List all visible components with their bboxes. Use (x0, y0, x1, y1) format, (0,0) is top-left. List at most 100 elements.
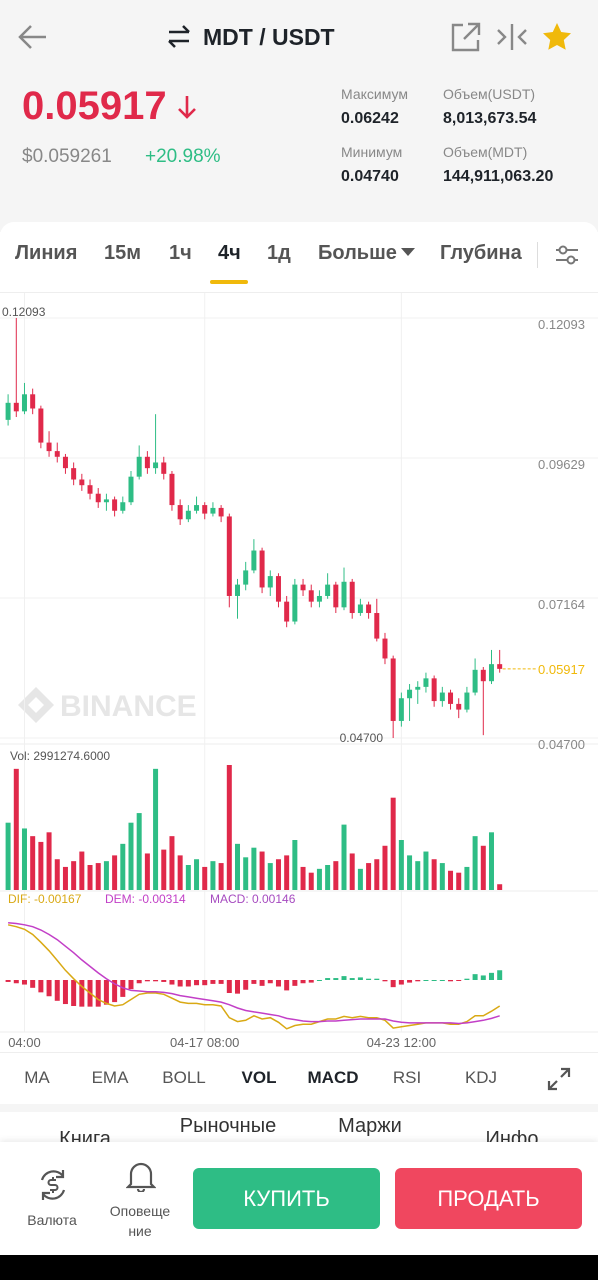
system-bar (0, 1255, 598, 1280)
bell-icon[interactable] (126, 1160, 156, 1192)
candle-body (95, 493, 101, 503)
macd-bar (54, 980, 60, 1001)
macd-bar (448, 980, 454, 982)
interval-tab[interactable]: Больше (318, 242, 397, 264)
macd-bar (128, 980, 134, 990)
volume-bar (374, 859, 380, 890)
candle-body (136, 456, 142, 477)
volume-bar (87, 865, 93, 890)
currency-label[interactable]: Валюта (27, 1212, 77, 1228)
stat-label: Объем(USDT) (443, 86, 536, 102)
macd-bar (71, 980, 77, 1006)
macd-bar (210, 980, 216, 984)
indicator-tab[interactable]: BOLL (162, 1068, 206, 1087)
indicator-tab[interactable]: MA (24, 1068, 50, 1087)
interval-tab[interactable]: 1д (267, 242, 291, 264)
macd-bar (374, 978, 380, 980)
candle-body (300, 584, 306, 591)
alerts-label[interactable]: Оповещение (109, 1203, 171, 1239)
macd-bar (480, 975, 486, 980)
candle-body (341, 581, 347, 608)
sell-button[interactable]: ПРОДАТЬ (395, 1168, 582, 1229)
last-price: 0.05917 (22, 84, 167, 128)
macd-bar (357, 977, 363, 980)
dropdown-caret (401, 248, 415, 256)
candle-body (366, 604, 372, 614)
volume-bar (54, 859, 60, 890)
candle-body (308, 590, 314, 602)
volume-bar (218, 863, 224, 890)
volume-bar (431, 859, 437, 890)
stat-label: Минимум (341, 144, 403, 160)
macd-legend: DIF: -0.00167 (8, 892, 82, 906)
volume-bar (439, 863, 445, 890)
interval-tab[interactable]: Линия (15, 242, 78, 264)
candle-body (333, 584, 339, 608)
macd-bar (382, 980, 388, 982)
y-tick-label: 0.09629 (538, 457, 585, 472)
extreme-label: 0.12093 (2, 305, 46, 319)
macd-bar (456, 980, 462, 981)
separator (537, 242, 538, 268)
candle-body (235, 584, 241, 596)
volume-bar (144, 853, 150, 890)
volume-bar (226, 765, 232, 890)
interval-tab[interactable]: 15м (104, 242, 142, 264)
candle-body (112, 499, 118, 511)
candle-body (202, 505, 208, 514)
fullscreen-icon[interactable] (546, 1066, 572, 1092)
back-button[interactable] (16, 22, 48, 52)
volume-bar (267, 863, 273, 890)
indicator-tab[interactable]: MACD (307, 1068, 359, 1087)
indicator-tab[interactable]: RSI (392, 1068, 422, 1087)
macd-bar (30, 980, 36, 988)
x-tick-label: 04-17 08:00 (170, 1035, 239, 1050)
stat-value: 0.06242 (341, 110, 399, 127)
volume-bar (472, 836, 478, 890)
candle-body (128, 476, 134, 503)
interval-tab[interactable]: 4ч (218, 242, 241, 264)
candle-body (251, 550, 257, 571)
candle-body (87, 485, 93, 494)
volume-bar (210, 861, 216, 890)
candle-body (79, 479, 85, 486)
macd-bar (259, 980, 265, 986)
volume-bar (366, 863, 372, 890)
macd-bar (325, 978, 331, 980)
volume-bar (456, 872, 462, 890)
volume-bar (71, 861, 77, 890)
buy-button[interactable]: КУПИТЬ (193, 1168, 380, 1229)
section-tab[interactable]: Рыночные (179, 1115, 277, 1137)
candle-body (497, 664, 503, 669)
settings-icon[interactable] (554, 244, 580, 266)
favorite-star[interactable] (541, 21, 573, 53)
macd-bar (177, 980, 183, 987)
candle-body (456, 703, 462, 710)
open-icon[interactable] (450, 21, 482, 53)
y-tick-label: 0.12093 (538, 317, 585, 332)
interval-tab[interactable]: Глубина (440, 242, 522, 264)
indicator-tab[interactable]: KDJ (464, 1068, 498, 1087)
macd-bar (333, 978, 339, 980)
currency-icon[interactable] (36, 1168, 70, 1202)
watermark-logo (18, 687, 54, 723)
macd-bar (407, 980, 413, 983)
bottom-bar: Валюта Оповещение КУПИТЬ ПРОДАТЬ (0, 1142, 598, 1255)
macd-bar (251, 980, 257, 984)
volume-bar (300, 866, 306, 890)
interval-tab[interactable]: 1ч (169, 242, 192, 264)
pair-title[interactable]: MDT / USDT (203, 24, 335, 50)
candle-body (267, 576, 273, 588)
volume-bar (308, 872, 314, 890)
compare-icon[interactable] (496, 22, 528, 52)
macd-bar (398, 980, 404, 985)
indicator-tab[interactable]: VOL (241, 1068, 277, 1087)
section-tab[interactable]: Маржи (338, 1115, 402, 1137)
volume-bar (194, 859, 200, 890)
indicator-tab[interactable]: EMA (91, 1068, 129, 1087)
macd-bar (218, 980, 224, 984)
volume-bar (488, 832, 494, 890)
macd-bar (349, 978, 355, 980)
volume-bar (480, 845, 486, 890)
macd-bar (38, 980, 44, 993)
